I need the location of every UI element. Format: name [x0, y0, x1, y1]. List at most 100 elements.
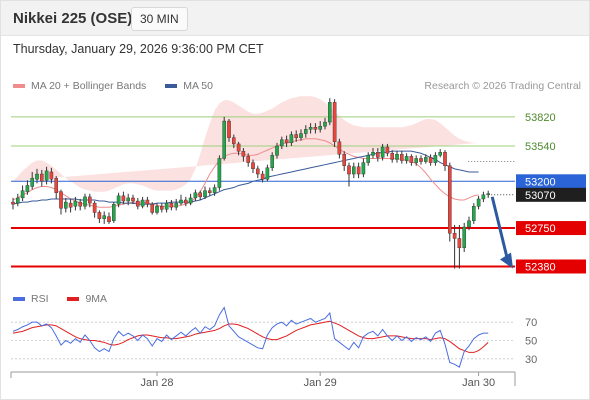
candle-body — [227, 120, 231, 138]
timeframe-button[interactable]: 30 MIN — [131, 7, 188, 31]
candle — [476, 195, 481, 210]
candle-body — [294, 134, 299, 138]
candle-body — [443, 152, 447, 166]
candle-body — [193, 192, 198, 199]
candle — [207, 187, 212, 196]
level-labels: 53820 53540 53200 52750 52380 — [516, 112, 586, 274]
candle — [131, 194, 135, 205]
candle-body — [121, 195, 126, 202]
ma20-swatch — [13, 84, 25, 89]
candle — [198, 190, 203, 201]
candle — [78, 198, 82, 211]
legend-rsi-label: RSI — [31, 293, 49, 305]
candle-body — [217, 158, 222, 188]
ma50-swatch — [165, 84, 178, 89]
candle — [380, 143, 385, 161]
candle — [448, 162, 452, 242]
candle — [193, 189, 198, 202]
legend-ma50-label: MA 50 — [183, 80, 213, 92]
candle — [97, 210, 102, 223]
candle — [222, 116, 227, 161]
rsi-tick-label-50: 50 — [525, 336, 537, 348]
candle-body — [433, 155, 438, 163]
candle — [126, 193, 130, 206]
candle-body — [30, 177, 35, 187]
candle — [236, 141, 241, 156]
candle — [169, 200, 174, 211]
candle — [159, 203, 164, 213]
candle-body — [342, 154, 347, 166]
price-legend: MA 20 + Bollinger Bands MA 50 — [13, 80, 229, 92]
candle-body — [135, 200, 140, 207]
chart-header: Nikkei 225 (OSE) 30 MIN — [1, 1, 589, 36]
candle-body — [179, 199, 183, 204]
candle-body — [448, 165, 452, 234]
candle — [102, 211, 106, 224]
candle — [275, 142, 279, 159]
candle-body — [457, 238, 462, 248]
candle-body — [63, 201, 68, 209]
candle-body — [366, 155, 371, 163]
candle-body — [78, 201, 82, 207]
candle-body — [390, 153, 395, 160]
candle-body — [304, 129, 308, 134]
rsi-line — [12, 306, 489, 368]
candle — [481, 191, 486, 203]
candle-body — [428, 157, 433, 163]
candle-body — [68, 202, 73, 208]
candle — [155, 203, 159, 215]
candle-body — [140, 199, 145, 207]
candle-body — [467, 220, 471, 228]
candle-body — [231, 137, 236, 145]
candle-body — [280, 139, 284, 147]
candle — [438, 149, 443, 158]
candle-body — [188, 197, 193, 204]
rsi-tick-label-30: 30 — [525, 354, 537, 366]
candle-body — [419, 158, 423, 162]
candle — [452, 224, 457, 269]
candle — [284, 135, 289, 148]
candle-body — [414, 158, 419, 163]
candle — [87, 193, 92, 208]
level-label-53540: 53540 — [525, 141, 556, 153]
level-label-52380: 52380 — [525, 261, 556, 273]
candle — [150, 202, 155, 215]
candle-body — [236, 143, 241, 152]
candle — [116, 192, 121, 208]
candle — [135, 197, 140, 210]
rsi-ma-line — [12, 320, 489, 353]
candle — [164, 200, 169, 213]
candle — [404, 153, 409, 164]
candle — [20, 185, 25, 202]
candle-body — [400, 154, 404, 161]
candle — [472, 203, 476, 224]
candle — [409, 154, 414, 166]
candle — [265, 164, 270, 182]
legend-ma50: MA 50 — [165, 80, 213, 92]
candle — [44, 166, 49, 185]
candle-body — [318, 126, 323, 130]
candle — [73, 196, 78, 211]
candle-body — [54, 177, 58, 193]
candle-body — [328, 102, 332, 123]
candle-body — [49, 171, 54, 180]
level-tag-53200 — [516, 174, 586, 189]
candle — [457, 224, 462, 269]
candle — [467, 216, 471, 231]
candle — [342, 151, 347, 171]
candle — [462, 222, 467, 252]
candle — [424, 154, 428, 164]
legend-rsi-ma-label: 9MA — [85, 293, 108, 305]
candle — [328, 98, 332, 126]
candle-body — [164, 202, 169, 210]
candle-body — [73, 200, 78, 207]
candle — [174, 198, 179, 211]
candle-body — [270, 155, 275, 168]
candle-body — [212, 187, 217, 193]
candle — [63, 197, 68, 213]
candle — [419, 155, 423, 165]
candle — [107, 212, 111, 224]
candle-body — [92, 202, 97, 213]
candle-body — [111, 203, 116, 221]
candle — [59, 189, 63, 215]
